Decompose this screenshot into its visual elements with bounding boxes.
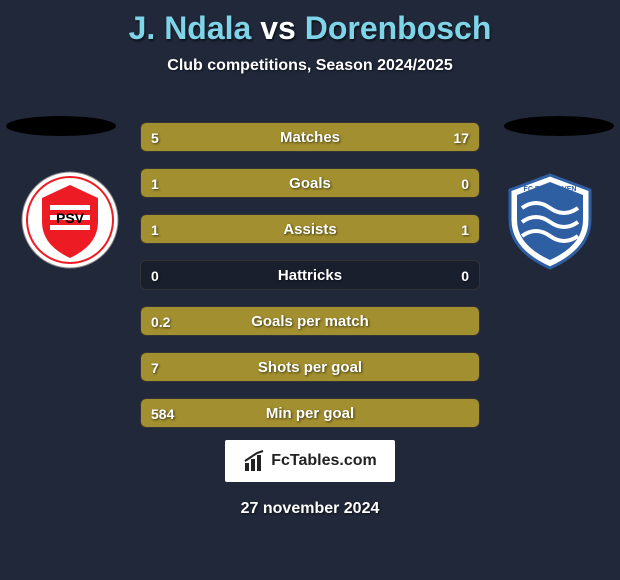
svg-text:FC EINDHOVEN: FC EINDHOVEN (524, 186, 577, 193)
stat-label: Goals (141, 169, 479, 197)
comparison-title: J. Ndala vs Dorenbosch (0, 0, 620, 47)
stat-row: 584Min per goal (140, 398, 480, 428)
logo-shadow-left (6, 116, 116, 136)
player1-name: J. Ndala (129, 10, 252, 46)
psv-logo-icon: PSV (20, 170, 120, 270)
stat-row: 11Assists (140, 214, 480, 244)
stat-label: Shots per goal (141, 353, 479, 381)
stat-row: 517Matches (140, 122, 480, 152)
stat-row: 7Shots per goal (140, 352, 480, 382)
brand-text: FcTables.com (271, 452, 377, 470)
subtitle: Club competitions, Season 2024/2025 (0, 57, 620, 75)
svg-text:PSV: PSV (56, 210, 85, 226)
stat-label: Min per goal (141, 399, 479, 427)
stat-row: 10Goals (140, 168, 480, 198)
fc-eindhoven-logo-icon: FC EINDHOVEN (500, 170, 600, 270)
stat-row: 0.2Goals per match (140, 306, 480, 336)
player2-name: Dorenbosch (305, 10, 492, 46)
stat-label: Hattricks (141, 261, 479, 289)
team-logo-right: FC EINDHOVEN (500, 170, 600, 270)
logo-shadow-right (504, 116, 614, 136)
vs-text: vs (260, 10, 296, 46)
date-text: 27 november 2024 (0, 500, 620, 518)
chart-icon (243, 449, 267, 473)
brand-box: FcTables.com (225, 440, 395, 482)
stat-label: Matches (141, 123, 479, 151)
stat-label: Assists (141, 215, 479, 243)
stat-label: Goals per match (141, 307, 479, 335)
stat-row: 00Hattricks (140, 260, 480, 290)
team-logo-left: PSV (20, 170, 120, 270)
stat-bars-container: 517Matches 10Goals 11Assists 00Hattricks 0.2… (140, 122, 480, 444)
